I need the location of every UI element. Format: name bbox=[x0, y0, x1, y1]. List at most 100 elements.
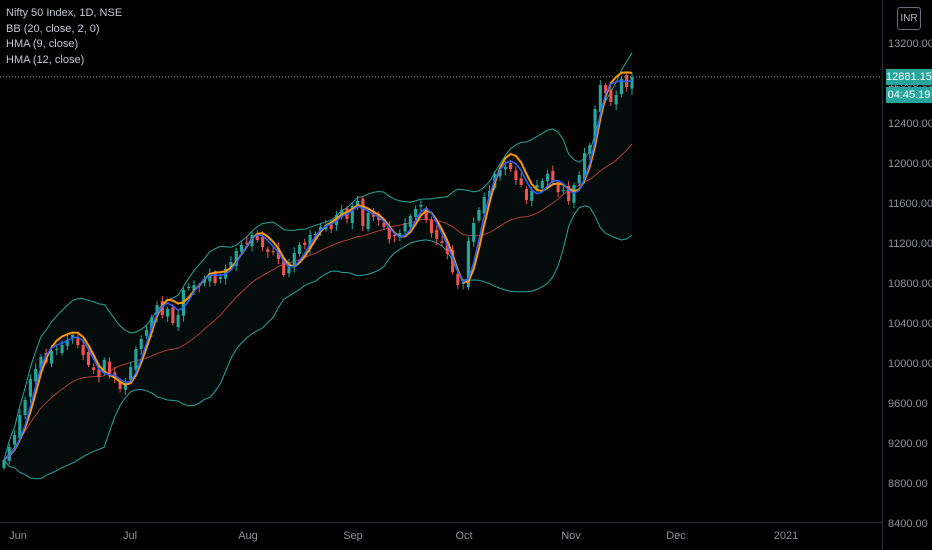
candle-body bbox=[97, 369, 101, 377]
candle-body bbox=[451, 250, 455, 272]
candle-body bbox=[292, 253, 296, 267]
countdown-tag: 04:45:19 bbox=[886, 86, 932, 103]
time-tick: Nov bbox=[561, 530, 581, 542]
price-tick: 9200.00 bbox=[888, 438, 928, 450]
candle-body bbox=[619, 79, 624, 95]
candle-body bbox=[403, 223, 407, 232]
price-tick: 10000.00 bbox=[888, 358, 932, 370]
time-tick: Sep bbox=[343, 530, 363, 542]
candle-body bbox=[192, 285, 196, 291]
candle-body bbox=[60, 345, 64, 353]
legend-symbol[interactable]: Nifty 50 Index, 1D, NSE bbox=[6, 7, 123, 19]
candle-body bbox=[398, 233, 402, 238]
legend-hma12[interactable]: HMA (12, close) bbox=[6, 53, 85, 66]
candle-body bbox=[435, 229, 439, 239]
candle-body bbox=[509, 163, 513, 169]
candle-body bbox=[118, 381, 122, 389]
time-tick: Jun bbox=[9, 530, 27, 542]
candle-body bbox=[313, 234, 317, 235]
candle-body bbox=[588, 145, 592, 154]
candle-body bbox=[81, 345, 85, 355]
candle-body bbox=[503, 167, 507, 170]
candle-body bbox=[49, 351, 54, 364]
candle-body bbox=[456, 273, 460, 285]
last-price-tag: 12881.15 bbox=[886, 68, 932, 85]
candle-body bbox=[176, 315, 180, 327]
candle-body bbox=[582, 153, 587, 179]
candle-body bbox=[440, 241, 444, 243]
candle-body bbox=[65, 340, 69, 346]
time-tick: 2021 bbox=[773, 530, 799, 542]
price-tick: 10800.00 bbox=[888, 278, 932, 290]
candle-body bbox=[498, 170, 502, 177]
bollinger-band-fill bbox=[4, 53, 632, 479]
candle-body bbox=[308, 235, 312, 249]
candle-body bbox=[319, 227, 323, 231]
candle-body bbox=[234, 251, 238, 266]
candle-body bbox=[535, 185, 539, 189]
candle-body bbox=[356, 201, 360, 207]
bollinger-lower-line bbox=[3, 205, 633, 480]
candle-body bbox=[187, 287, 191, 288]
candle-body bbox=[577, 175, 581, 184]
time-tick: Oct bbox=[455, 530, 473, 542]
candle-body bbox=[144, 330, 149, 336]
candle-body bbox=[445, 242, 449, 254]
price-tick: 8800.00 bbox=[888, 478, 928, 490]
candle-body bbox=[350, 206, 354, 223]
price-tick: 13200.00 bbox=[888, 38, 932, 50]
candle-body bbox=[593, 109, 597, 143]
candle-body bbox=[18, 415, 22, 439]
candle-body bbox=[2, 460, 6, 468]
candle-body bbox=[55, 349, 59, 350]
candle-body bbox=[155, 305, 159, 317]
candle-body bbox=[392, 235, 397, 236]
candle-body bbox=[545, 174, 550, 181]
candle-body bbox=[23, 400, 27, 415]
candle-body bbox=[567, 186, 571, 201]
time-tick: Jul bbox=[122, 530, 138, 542]
candle-body bbox=[287, 263, 291, 274]
candle-body bbox=[424, 208, 428, 220]
candle-body bbox=[540, 181, 544, 189]
candle-body bbox=[297, 245, 302, 254]
candle-body bbox=[129, 367, 133, 380]
currency-badge[interactable]: INR bbox=[897, 7, 921, 30]
candle-body bbox=[382, 222, 386, 227]
candle-body bbox=[598, 85, 602, 113]
candle-body bbox=[419, 205, 423, 207]
candle-body bbox=[324, 225, 328, 230]
price-tick: 10400.00 bbox=[888, 318, 932, 330]
time-tick: Dec bbox=[666, 530, 686, 542]
candle-body bbox=[218, 277, 222, 279]
candle-body bbox=[414, 209, 418, 217]
candle-body bbox=[7, 447, 11, 461]
candle-body bbox=[461, 283, 465, 284]
chart-legend: Nifty 50 Index, 1D, NSE BB (20, close, 2… bbox=[6, 6, 122, 68]
candle-body bbox=[28, 379, 32, 397]
price-tick: 11200.00 bbox=[888, 238, 932, 250]
candle-body bbox=[530, 191, 534, 201]
candle-body bbox=[150, 317, 154, 333]
candle-body bbox=[329, 224, 333, 229]
bollinger-upper-line bbox=[3, 52, 633, 461]
candle-body bbox=[34, 369, 38, 382]
candle-body bbox=[604, 85, 608, 93]
candle-body bbox=[271, 251, 275, 253]
legend-hma9[interactable]: HMA (9, close) bbox=[6, 38, 79, 50]
candle-body bbox=[107, 361, 112, 374]
time-axis-border bbox=[0, 522, 882, 523]
candle-body bbox=[92, 367, 96, 370]
candle-body bbox=[239, 245, 244, 252]
candle-body bbox=[630, 76, 634, 89]
candle-body bbox=[556, 184, 560, 192]
legend-bb[interactable]: BB (20, close, 2, 0) bbox=[6, 22, 100, 35]
price-tick: 9600.00 bbox=[888, 398, 928, 410]
candle-body bbox=[334, 215, 339, 225]
price-axis-border bbox=[882, 0, 883, 550]
candle-body bbox=[561, 190, 565, 192]
candle-body bbox=[229, 262, 233, 268]
candle-body bbox=[361, 198, 365, 226]
candle-body bbox=[160, 301, 164, 315]
